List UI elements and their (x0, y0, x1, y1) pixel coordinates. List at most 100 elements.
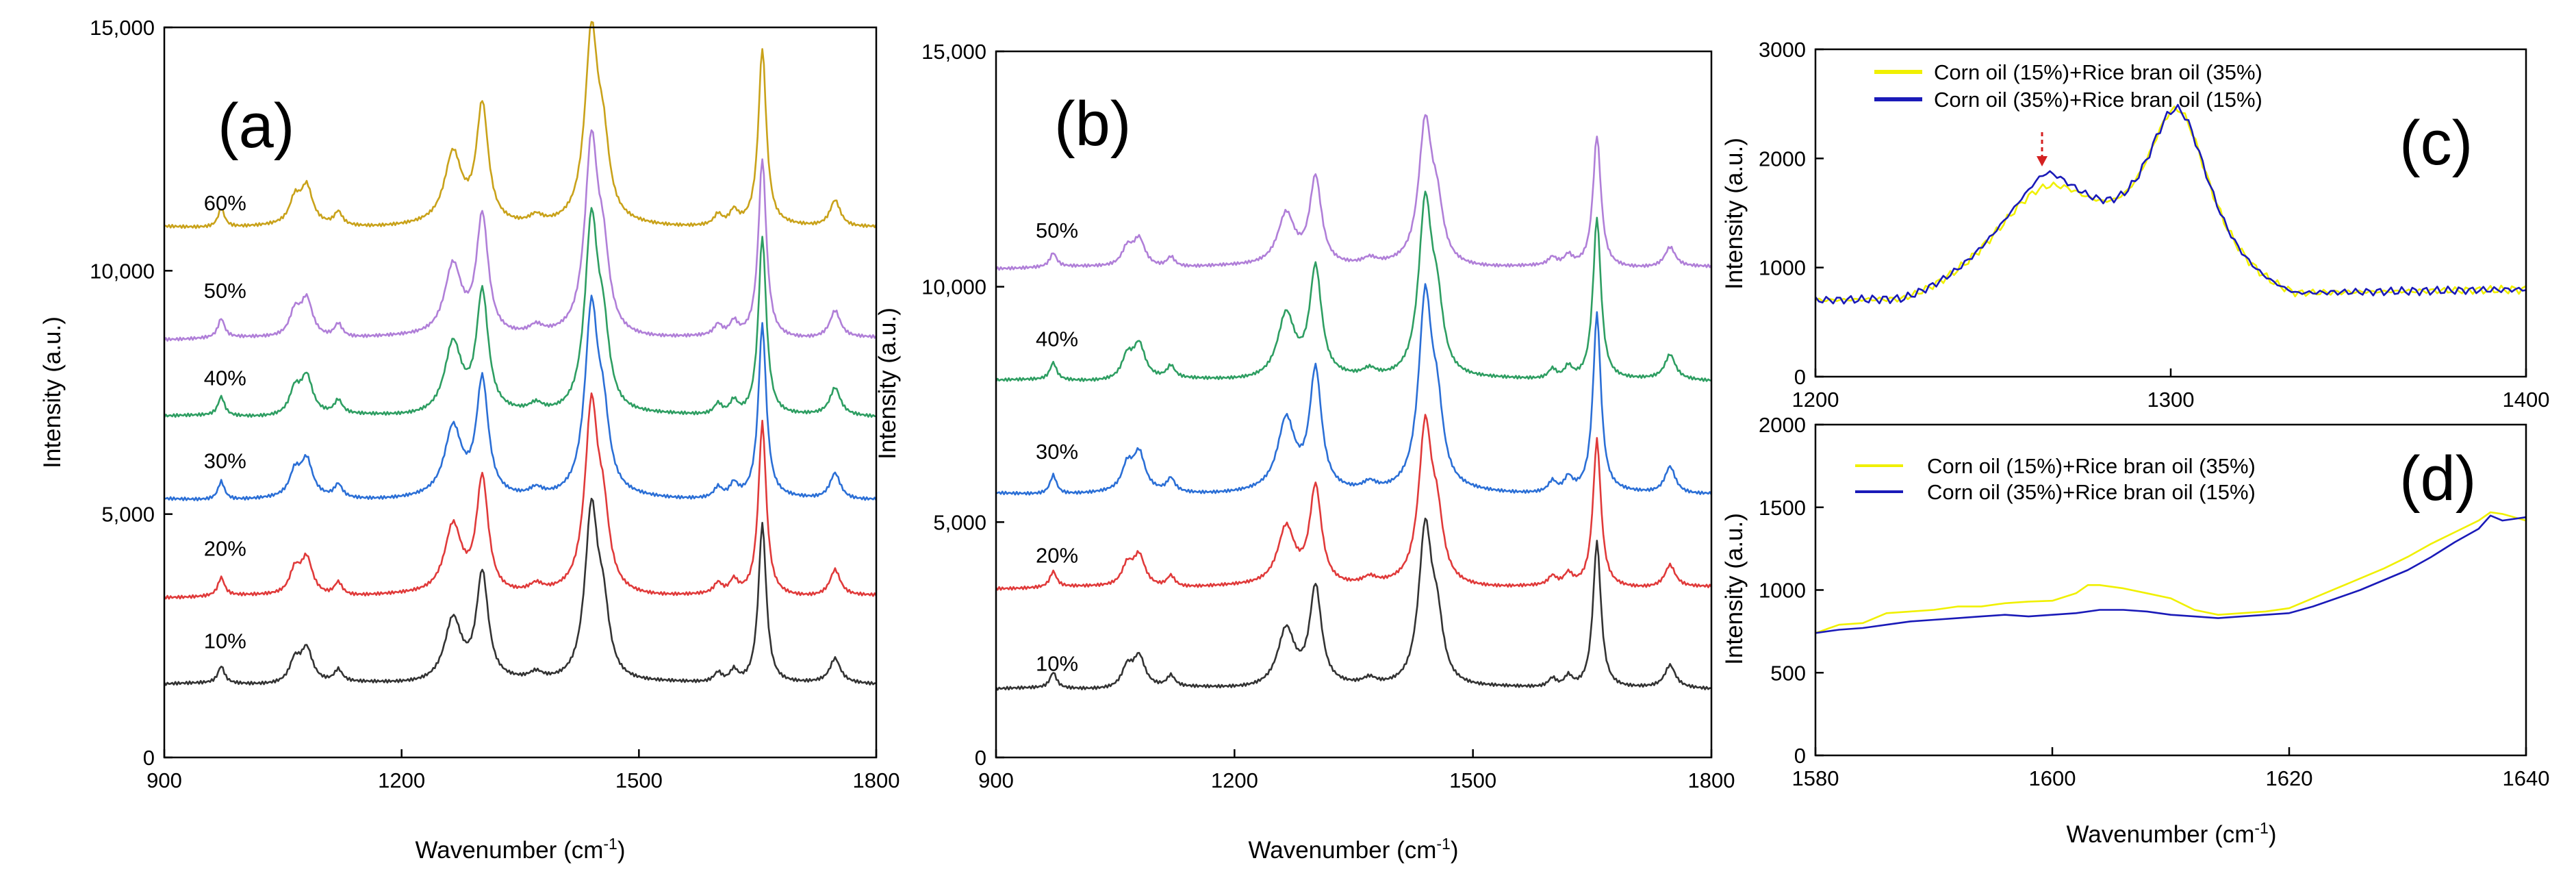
panel-c-arrow-head (2037, 156, 2048, 166)
panel-b-series-40pct (995, 190, 1712, 382)
panel-b-x-tick-label: 900 (978, 768, 1014, 792)
panel-a-x-title-sup: -1 (603, 835, 617, 853)
panel-a-y-tick-label: 15,000 (90, 16, 155, 40)
panel-a-series-label: 30% (204, 449, 246, 473)
panel-d-x-title-sup: -1 (2254, 819, 2268, 837)
panel-d-letter: (d) (2399, 444, 2476, 514)
panel-d-y-tick-label: 500 (1770, 661, 1806, 685)
panel-a-series-10pct (163, 497, 877, 686)
panel-d-y-axis-title: Intensity (a.u.) (1721, 513, 1748, 665)
panel-c-letter: (c) (2399, 108, 2473, 178)
panel-b-x-title-end: ) (1451, 837, 1459, 864)
panel-b-x-axis-title: Wavenumber (cm-1) (1249, 835, 1459, 864)
panel-a-series-label: 10% (204, 629, 246, 653)
panel-d-y-tick-label: 0 (1794, 744, 1806, 768)
panel-c-series-1 (1815, 105, 2527, 303)
panel-c-y-ticks: 0 1000 2000 3000 (1759, 38, 1824, 389)
panel-a-series-label: 50% (204, 279, 246, 303)
panel-a-series-60pct (164, 21, 878, 229)
panel-d-x-axis-title: Wavenumber (cm-1) (2067, 819, 2277, 848)
panel-c-y-tick-label: 1000 (1759, 256, 1806, 280)
panel-b-letter: (b) (1054, 89, 1131, 159)
panel-c-y-tick-label: 2000 (1759, 147, 1806, 171)
panel-a: 900 1200 1500 1800 0 5,000 10,000 15,000 10% 20… (39, 16, 900, 864)
panel-a-frame (163, 26, 878, 759)
panel-d-legend-label-1: Corn oil (15%)+Rice bran oil (35%) (1927, 454, 2256, 478)
panel-a-y-tick-label: 0 (143, 746, 155, 770)
panel-c-y-tick-label: 0 (1794, 365, 1806, 389)
panel-a-series-40pct (163, 207, 877, 418)
panel-b-x-title-sup: -1 (1436, 835, 1450, 853)
panel-d-y-ticks: 0 500 1000 1500 2000 (1759, 413, 1824, 768)
panel-a-y-tick-label: 5,000 (101, 503, 155, 527)
panel-c-peak-arrow (2037, 132, 2048, 166)
panel-d-x-title-main: Wavenumber (cm (2067, 821, 2255, 848)
panel-d-series-1 (1815, 511, 2527, 634)
panel-c-series-2 (1814, 103, 2527, 305)
panel-b-y-ticks: 0 5,000 10,000 15,000 (921, 40, 1004, 770)
panel-c-legend-label-2: Corn oil (35%)+Rice bran oil (15%) (1934, 88, 2262, 112)
panel-c-plot-area (1814, 103, 2527, 305)
panel-a-y-ticks: 0 5,000 10,000 15,000 (90, 16, 173, 770)
panel-a-letter: (a) (218, 91, 294, 161)
panel-b-x-ticks: 900 1200 1500 1800 (978, 749, 1735, 792)
panel-c-y-tick-label: 3000 (1759, 38, 1806, 62)
panel-a-plot-area (163, 21, 878, 686)
panel-a-x-tick-label: 1500 (615, 768, 663, 792)
panel-a-series-label: 40% (204, 366, 246, 390)
panel-b-y-tick-label: 15,000 (921, 40, 986, 64)
panel-c-x-ticks: 1200 1300 1400 (1792, 368, 2550, 412)
panel-a-series-30pct (164, 294, 878, 501)
panel-b-x-tick-label: 1500 (1449, 768, 1496, 792)
panel-d-x-tick-label: 1580 (1792, 766, 1839, 790)
panel-b-x-title-main: Wavenumber (cm (1249, 837, 1437, 864)
panel-d-x-tick-label: 1620 (2266, 766, 2313, 790)
panel-a-x-ticks: 900 1200 1500 1800 (146, 749, 900, 792)
panel-d-x-title-end: ) (2269, 821, 2277, 848)
panel-b-plot-area (995, 114, 1713, 691)
panel-b-series-label: 40% (1036, 327, 1078, 351)
panel-b-series-10pct (995, 517, 1712, 691)
panel-a-x-tick-label: 1200 (378, 768, 425, 792)
panel-c-x-tick-label: 1200 (1792, 388, 1839, 412)
panel-b-series-label: 10% (1036, 652, 1078, 676)
panel-d-y-tick-label: 1500 (1759, 496, 1806, 520)
panel-d-x-ticks: 1580 1600 1620 1640 (1792, 747, 2550, 790)
panel-a-x-axis-title: Wavenumber (cm-1) (416, 835, 626, 864)
panel-a-y-tick-label: 10,000 (90, 259, 155, 283)
panel-b-series-labels: 10% 20% 30% 40% 50% (1036, 218, 1078, 675)
panel-a-series-20pct (163, 392, 878, 600)
panel-d-series-2 (1815, 514, 2527, 634)
panel-d-x-tick-label: 1640 (2503, 766, 2550, 790)
panel-c-y-axis-title: Intensity (a.u.) (1721, 138, 1748, 290)
panel-b-y-tick-label: 10,000 (921, 275, 986, 299)
panel-b-y-axis-title: Intensity (a.u.) (874, 308, 901, 460)
panel-d-legend: Corn oil (15%)+Rice bran oil (35%) Corn … (1855, 454, 2256, 504)
panel-c: 1200 1300 1400 0 1000 2000 3000 (c) Corn oil … (1721, 38, 2549, 412)
panel-a-series-50pct (163, 129, 878, 342)
panel-d: 1580 1600 1620 1640 0 500 1000 1500 2000 (d) Co… (1721, 413, 2549, 848)
panel-d-legend-label-2: Corn oil (35%)+Rice bran oil (15%) (1927, 480, 2256, 504)
panel-d-y-tick-label: 1000 (1759, 579, 1806, 603)
panel-b-series-label: 20% (1036, 543, 1078, 567)
panel-b: 900 1200 1500 1800 0 5,000 10,000 15,000 10% 20… (874, 40, 1735, 864)
panel-d-plot-area (1815, 511, 2527, 634)
panel-a-series-labels: 10% 20% 30% 40% 50% 60% (204, 191, 246, 653)
panel-d-x-tick-label: 1600 (2029, 766, 2076, 790)
panel-c-legend-label-1: Corn oil (15%)+Rice bran oil (35%) (1934, 60, 2262, 84)
panel-a-series-label: 20% (204, 536, 246, 560)
panel-a-x-tick-label: 1800 (853, 768, 900, 792)
panel-a-y-axis-title: Intensity (a.u.) (39, 316, 66, 468)
panel-b-frame (995, 50, 1713, 759)
panel-d-y-tick-label: 2000 (1759, 413, 1806, 437)
panel-b-y-tick-label: 0 (975, 746, 986, 770)
panel-c-x-tick-label: 1400 (2503, 388, 2550, 412)
panel-c-legend: Corn oil (15%)+Rice bran oil (35%) Corn … (1874, 60, 2262, 112)
panel-a-x-title-end: ) (617, 837, 626, 864)
panel-c-x-tick-label: 1300 (2147, 388, 2195, 412)
panel-b-x-tick-label: 1200 (1211, 768, 1258, 792)
panel-b-series-label: 50% (1036, 218, 1078, 242)
panel-b-series-20pct (995, 414, 1713, 591)
panel-b-x-tick-label: 1800 (1688, 768, 1735, 792)
